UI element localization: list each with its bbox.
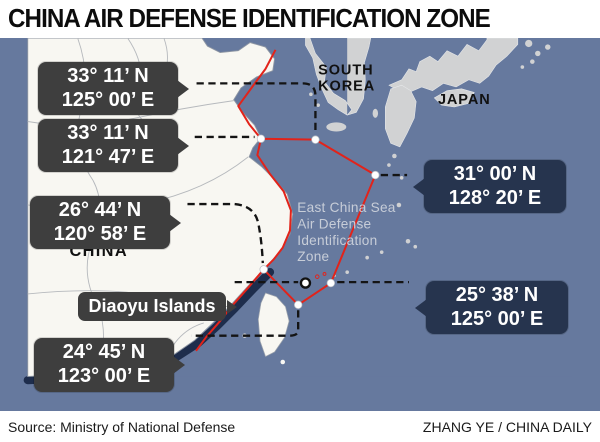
source-credit: Source: Ministry of National Defense [8, 419, 236, 435]
callout-lon: 121° 47’ E [61, 146, 155, 168]
jeju-island [326, 122, 347, 132]
small-island [280, 359, 286, 365]
callout-lat: 25° 38’ N [455, 284, 539, 306]
connector-ne [196, 82, 317, 134]
callout-w-coordinates: 26° 44’ N 120° 58’ E [30, 196, 181, 249]
callout-tail [413, 177, 425, 196]
footer: Source: Ministry of National Defense ZHA… [0, 411, 600, 442]
boundary-vertices [256, 134, 380, 309]
honshu-landmass [388, 38, 519, 93]
callout-tail [415, 298, 427, 317]
zone-label-line3: Identification [297, 233, 377, 248]
callout-connectors [187, 82, 409, 337]
title-band: CHINA AIR DEFENSE IDENTIFICATION ZONE [0, 0, 600, 38]
page-title: CHINA AIR DEFENSE IDENTIFICATION ZONE [8, 3, 491, 33]
callout-nw-coordinates: 33° 11’ N 121° 47’ E [38, 119, 189, 172]
author-credit: ZHANG YE / CHINA DAILY [422, 419, 592, 435]
korea-landmass [305, 38, 372, 116]
callout-lon: 120° 58’ E [53, 223, 147, 245]
callout-tail [227, 299, 237, 314]
callout-tail [169, 213, 181, 232]
japan-label: JAPAN [438, 92, 491, 108]
callout-tail [177, 136, 189, 155]
callout-lat: 24° 45’ N [62, 341, 146, 363]
zone-label-line2: Air Defense [297, 217, 371, 232]
korea-islet [309, 92, 313, 97]
south-korea-label-line1: SOUTH [318, 62, 373, 78]
callout-lat: 31° 00’ N [453, 163, 537, 185]
korea-islet [316, 103, 320, 107]
callout-lat: 33° 11’ N [67, 65, 149, 87]
callout-lat: 26° 44’ N [58, 199, 142, 221]
zone-label-line4: Zone [297, 249, 329, 264]
callout-ne-coordinates: 33° 11’ N 125° 00’ E [38, 62, 189, 115]
callout-se-coordinates: 25° 38’ N 125° 00’ E [415, 281, 568, 334]
callout-lat: 33° 11’ N [67, 122, 149, 144]
ryukyu-islands [333, 153, 418, 278]
south-korea-label-line2: KOREA [318, 79, 375, 95]
callout-s-coordinates: 24° 45’ N 123° 00’ E [34, 338, 185, 392]
taiwan-island [257, 292, 290, 358]
diaoyu-islands-marker [299, 277, 312, 289]
diaoyu-islets [314, 272, 327, 279]
callout-lon: 125° 00’ E [450, 308, 544, 330]
connector-s [191, 310, 300, 337]
callout-lon: 123° 00’ E [57, 365, 151, 387]
adiz-boundary-southwest-line [195, 268, 265, 352]
callout-lon: 125° 00’ E [61, 89, 155, 111]
tsushima-island [372, 108, 379, 118]
diaoyu-islands-callout: Diaoyu Islands [78, 292, 237, 321]
callout-lon: 128° 20’ E [448, 187, 542, 209]
northeast-islands [520, 39, 551, 69]
kyushu-landmass [385, 84, 417, 148]
connector-w [187, 202, 264, 264]
callout-tail [177, 79, 189, 98]
shikoku-landmass [433, 88, 475, 108]
zone-label-line1: East China Sea [297, 200, 396, 215]
callout-tail [173, 356, 185, 374]
callout-e-coordinates: 31° 00’ N 128° 20’ E [413, 160, 566, 213]
diaoyu-label: Diaoyu Islands [88, 296, 216, 316]
